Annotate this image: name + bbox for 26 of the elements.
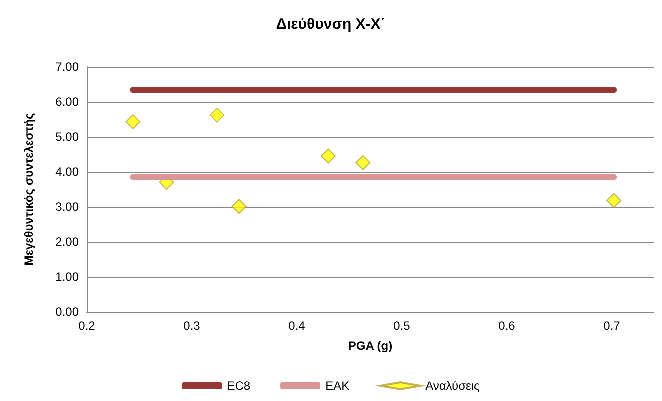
- x-tick-label: 0.6: [498, 319, 516, 333]
- y-tick-label: 4.00: [56, 165, 80, 179]
- legend-label: Αναλύσεις: [426, 379, 480, 393]
- x-tick-label: 0.5: [394, 319, 411, 333]
- y-tick-label: 0.00: [56, 305, 80, 319]
- y-tick-label: 5.00: [56, 130, 80, 144]
- point: [606, 193, 622, 208]
- point: [126, 114, 141, 130]
- legend-label: EC8: [227, 379, 251, 393]
- x-axis-title: PGA (g): [348, 339, 393, 353]
- legend-label: ΕΑΚ: [326, 379, 350, 393]
- y-axis-title: Μεγεθυντικός συντελεστής: [22, 113, 36, 266]
- point: [321, 148, 336, 164]
- x-tick-label: 0.3: [184, 319, 201, 333]
- point: [232, 199, 247, 214]
- x-tick-label: 0.7: [604, 319, 621, 333]
- x-tick-label: 0.4: [288, 319, 306, 333]
- y-tick-label: 7.00: [56, 60, 80, 74]
- chart-title: Διεύθυνση Χ-Χ΄: [276, 16, 386, 33]
- x-tick-label: 0.2: [78, 319, 96, 333]
- y-tick-label: 2.00: [56, 235, 80, 249]
- y-tick-label: 6.00: [56, 95, 80, 109]
- y-tick-label: 3.00: [56, 200, 80, 214]
- y-tick-label: 1.00: [56, 270, 80, 284]
- point: [356, 155, 371, 170]
- point: [210, 108, 225, 123]
